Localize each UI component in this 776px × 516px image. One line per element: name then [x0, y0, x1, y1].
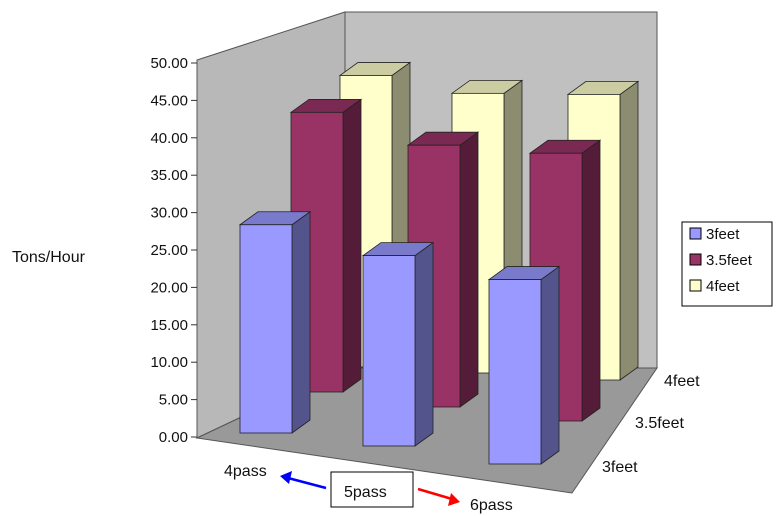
y-tick-label: 50.00 [150, 55, 188, 72]
bar-side [540, 265, 560, 465]
y-axis-title: Tons/Hour [12, 249, 86, 266]
legend-swatch [689, 279, 702, 292]
depth-label: 4feet [664, 373, 700, 390]
bar [361, 241, 435, 447]
bar [487, 265, 561, 465]
bar-side [414, 241, 434, 447]
legend-label: 4feet [706, 278, 740, 295]
arrow-left-head [280, 471, 292, 484]
legend-swatch [689, 227, 702, 240]
legend: 3feet 3.5feet 4feet [681, 221, 773, 307]
y-tick-label: 30.00 [150, 205, 188, 222]
legend-label: 3.5feet [706, 252, 753, 269]
bar-side [619, 80, 639, 381]
bar-side [459, 131, 479, 408]
depth-label: 3.5feet [635, 415, 684, 432]
y-tick-label: 15.00 [150, 317, 188, 334]
y-tick-label: 35.00 [150, 167, 188, 184]
bar-front [488, 279, 542, 465]
category-label: 4pass [224, 463, 267, 480]
y-tick-label: 20.00 [150, 279, 188, 296]
bar-side [342, 98, 362, 393]
y-tick-label: 5.00 [159, 392, 188, 409]
depth-label: 3feet [602, 459, 638, 476]
arrow-right-head [448, 493, 460, 506]
arrow-right [417, 487, 453, 501]
bar [238, 210, 312, 434]
bar-front [362, 255, 416, 447]
arrow-left [287, 476, 327, 490]
category-label: 6pass [470, 497, 513, 514]
bar-side [581, 139, 601, 422]
y-tick-label: 45.00 [150, 92, 188, 109]
y-tick-label: 25.00 [150, 242, 188, 259]
legend-label: 3feet [706, 226, 740, 243]
legend-swatch [689, 253, 702, 266]
y-tick-label: 10.00 [150, 354, 188, 371]
y-tick-label: 40.00 [150, 130, 188, 147]
bar-side [291, 210, 311, 434]
bar-front [239, 224, 293, 434]
boxed-label: 5pass [344, 484, 387, 501]
boxed-label-frame [330, 471, 414, 508]
y-tick-label: 0.00 [159, 429, 188, 446]
